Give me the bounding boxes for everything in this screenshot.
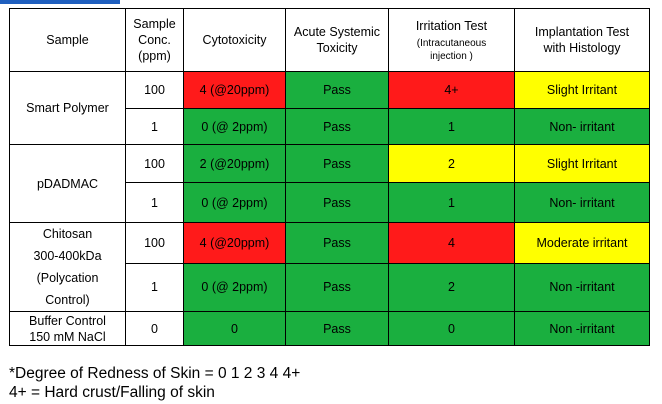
- table-row: Smart Polymer 100 4 (@20ppm) Pass 4+ Sli…: [9, 71, 650, 145]
- header-implantation-test: Implantation Test with Histology: [514, 8, 650, 72]
- conc-cell: 1: [125, 182, 184, 223]
- irritation-cell: 2: [388, 262, 515, 313]
- table-row: Buffer Control 150 mM NaCl 0 0 Pass 0 No…: [9, 311, 650, 346]
- irritation-cell: 4+: [388, 71, 515, 109]
- footnote: *Degree of Redness of Skin = 0 1 2 3 4 4…: [9, 364, 300, 402]
- table-row: Chitosan 300-400kDa (Polycation Control)…: [9, 222, 650, 312]
- header-acute-line: Toxicity: [316, 41, 358, 55]
- implantation-cell: Slight Irritant: [514, 71, 650, 109]
- header-sample-conc: Sample Conc. (ppm): [125, 8, 184, 72]
- conc-cell: 100: [125, 144, 184, 183]
- implantation-cell: Non- irritant: [514, 182, 650, 223]
- header-row: Sample Sample Conc. (ppm) Cytotoxicity A…: [9, 8, 650, 72]
- header-irritation-title: Irritation Test: [415, 18, 488, 33]
- acute-toxicity-cell: Pass: [285, 182, 389, 223]
- sample-name-line: Chitosan: [42, 227, 93, 241]
- irritation-cell: 2: [388, 144, 515, 183]
- footnote-4plus-definition: 4+ = Hard crust/Falling of skin: [9, 384, 215, 401]
- cytotoxicity-cell: 2 (@20ppm): [183, 144, 286, 183]
- acute-toxicity-cell: Pass: [285, 71, 389, 109]
- table-row: 1 0 (@ 2ppm) Pass 1 Non- irritant: [10, 182, 650, 223]
- cytotoxicity-cell: 4 (@20ppm): [183, 71, 286, 109]
- table-row: 1 0 (@ 2ppm) Pass 2 Non -irritant: [10, 262, 650, 313]
- irritation-cell: 1: [388, 108, 515, 145]
- accent-bar: [0, 0, 120, 4]
- implantation-cell: Slight Irritant: [514, 144, 650, 183]
- header-implantation-line: Implantation Test: [534, 25, 630, 39]
- sample-name-cell: Buffer Control 150 mM NaCl: [9, 311, 126, 346]
- cytotoxicity-cell: 0: [183, 311, 286, 346]
- acute-toxicity-cell: Pass: [285, 222, 389, 264]
- sample-name-line: Buffer Control: [29, 313, 106, 328]
- conc-cell: 1: [125, 262, 184, 313]
- sample-name: pDADMAC: [36, 176, 99, 191]
- irritation-cell: 1: [388, 182, 515, 223]
- implantation-cell: Non- irritant: [514, 108, 650, 145]
- header-implantation-line: with Histology: [543, 41, 621, 55]
- header-acute-toxicity: Acute Systemic Toxicity: [285, 8, 389, 72]
- acute-toxicity-cell: Pass: [285, 262, 389, 313]
- header-cytotoxicity: Cytotoxicity: [183, 8, 286, 72]
- acute-toxicity-cell: Pass: [285, 144, 389, 183]
- cytotoxicity-cell: 0 (@ 2ppm): [183, 108, 286, 145]
- acute-toxicity-cell: Pass: [285, 311, 389, 346]
- conc-cell: 100: [125, 222, 184, 264]
- header-conc-line: (ppm): [138, 49, 171, 63]
- cytotoxicity-cell: 0 (@ 2ppm): [183, 182, 286, 223]
- header-conc-line: Sample: [133, 17, 176, 31]
- sample-name-line: 300-400kDa: [33, 249, 102, 263]
- cytotoxicity-cell: 4 (@20ppm): [183, 222, 286, 264]
- irritation-cell: 0: [388, 311, 515, 346]
- sample-name-cell: Smart Polymer: [9, 71, 126, 145]
- header-acute-line: Acute Systemic: [293, 25, 381, 39]
- table-row: pDADMAC 100 2 (@20ppm) Pass 2 Slight Irr…: [9, 144, 650, 223]
- sample-name-cell: pDADMAC: [9, 144, 126, 223]
- sample-name-line: Control): [45, 293, 90, 307]
- table-row: 1 0 (@ 2ppm) Pass 1 Non- irritant: [10, 108, 650, 145]
- conc-cell: 0: [125, 311, 184, 346]
- sample-name-line: 150 mM NaCl: [29, 329, 106, 344]
- conc-cell: 1: [125, 108, 184, 145]
- cytotoxicity-cell: 0 (@ 2ppm): [183, 262, 286, 313]
- implantation-cell: Non -irritant: [514, 262, 650, 313]
- header-sample: Sample: [9, 8, 126, 72]
- header-irritation-test: Irritation Test (Intracutaneous injectio…: [388, 8, 515, 72]
- irritation-cell: 4: [388, 222, 515, 264]
- sample-name-cell: Chitosan 300-400kDa (Polycation Control): [9, 222, 126, 312]
- conc-cell: 100: [125, 71, 184, 109]
- acute-toxicity-cell: Pass: [285, 108, 389, 145]
- header-irritation-subtitle: (Intracutaneous injection ): [416, 37, 487, 62]
- biocompatibility-results-table: Sample Sample Conc. (ppm) Cytotoxicity A…: [9, 8, 650, 346]
- implantation-cell: Non -irritant: [514, 311, 650, 346]
- sample-name-line: (Polycation: [36, 271, 99, 285]
- header-conc-line: Conc.: [138, 33, 171, 47]
- footnote-redness-scale: *Degree of Redness of Skin = 0 1 2 3 4 4…: [9, 365, 301, 382]
- implantation-cell: Moderate irritant: [514, 222, 650, 264]
- sample-name: Smart Polymer: [26, 101, 109, 115]
